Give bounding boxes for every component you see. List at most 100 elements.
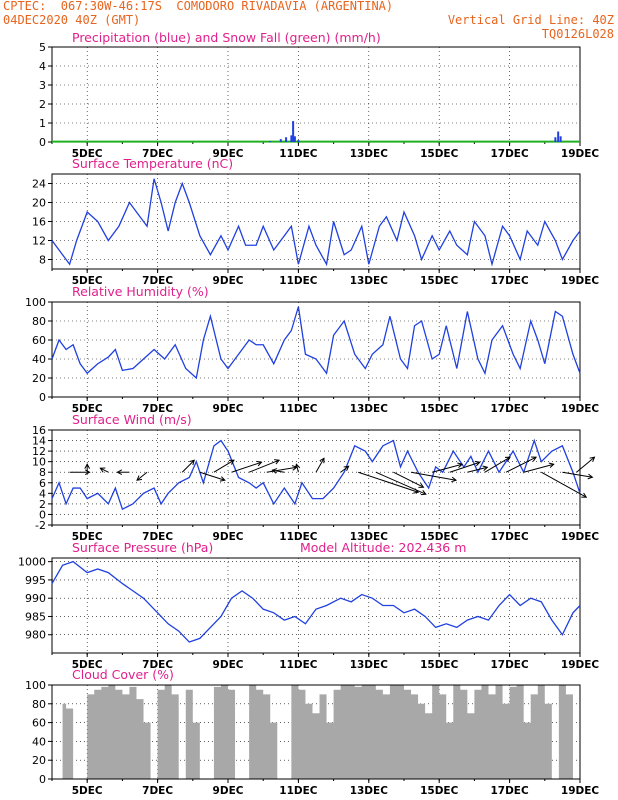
panel-frame-5	[51, 557, 581, 654]
run-date: 04DEC2020 40Z (GMT)	[3, 13, 141, 27]
y-tick-label: 14	[32, 435, 46, 448]
x-tick-label: 9DEC	[213, 531, 244, 543]
series-line-3	[51, 306, 581, 380]
y-tick-label: 20	[32, 197, 46, 210]
x-tick-label: 9DEC	[213, 403, 244, 415]
wind-vector-head	[319, 457, 325, 464]
precip-bar	[292, 121, 295, 142]
wind-vector-head	[482, 465, 489, 471]
wind-vector	[541, 471, 587, 498]
y-tick-label: 80	[32, 315, 46, 328]
panel-subtitle: Model Altitude: 202.436 m	[300, 540, 466, 555]
x-tick-label: 13DEC	[350, 148, 389, 160]
x-tick-label: 5DEC	[72, 659, 103, 671]
y-tick-label: 4	[39, 487, 46, 500]
x-tick-label: 11DEC	[279, 148, 318, 160]
panel-frame-overlay	[51, 684, 581, 780]
x-tick-label: 15DEC	[420, 531, 459, 543]
y-tick-label: 995	[25, 574, 46, 587]
y-tick-label: 12	[32, 445, 46, 458]
wind-vector-head	[474, 460, 481, 467]
cloud-cover-area	[52, 685, 580, 779]
wind-vector-head	[274, 459, 281, 465]
wind-vector-head	[99, 467, 106, 473]
x-tick-label: 15DEC	[420, 659, 459, 671]
wind-vector	[393, 471, 424, 488]
wind-vector	[136, 471, 148, 481]
wind-vector-head	[136, 475, 143, 481]
x-tick-label: 19DEC	[561, 785, 600, 797]
x-tick-label: 13DEC	[350, 659, 389, 671]
x-tick-label: 19DEC	[561, 403, 600, 415]
y-tick-label: 1000	[18, 556, 46, 569]
x-tick-label: 13DEC	[350, 531, 389, 543]
panel-title-4: Surface Wind (m/s)	[72, 412, 192, 427]
wind-vector	[467, 466, 488, 473]
wind-vector-head	[271, 468, 278, 474]
wind-vector	[484, 456, 511, 473]
y-tick-label: 10	[32, 456, 46, 469]
panel-title-1: Precipitation (blue) and Snow Fall (gree…	[72, 30, 381, 45]
x-tick-label: 19DEC	[561, 659, 600, 671]
x-tick-label: 9DEC	[213, 148, 244, 160]
wind-vector-head	[228, 459, 235, 465]
y-tick-label: 985	[25, 610, 46, 623]
y-tick-label: 8	[39, 466, 46, 479]
wind-vector	[576, 456, 595, 473]
model-id: TQ0126L028	[541, 27, 614, 41]
wind-vector-head	[418, 482, 425, 488]
y-tick-label: 3	[39, 79, 46, 92]
wind-vector-head	[457, 462, 464, 469]
x-tick-label: 11DEC	[279, 531, 318, 543]
precip-bar	[285, 137, 288, 142]
y-tick-label: 24	[32, 178, 46, 191]
x-tick-label: 15DEC	[420, 148, 459, 160]
wind-vector	[410, 471, 457, 481]
precip-bar	[297, 140, 300, 142]
x-tick-label: 7DEC	[142, 403, 173, 415]
wind-vector-head	[294, 463, 301, 470]
wind-vector	[199, 471, 225, 481]
y-tick-label: 0	[39, 773, 46, 786]
x-tick-label: 15DEC	[420, 785, 459, 797]
wind-vector	[375, 471, 427, 495]
y-tick-label: 4	[39, 60, 46, 73]
y-tick-label: 1	[39, 117, 46, 130]
x-tick-label: 15DEC	[420, 275, 459, 287]
x-tick-label: 11DEC	[279, 785, 318, 797]
wind-vector-head	[116, 469, 123, 476]
wind-vector-head	[256, 460, 263, 467]
precip-bar	[557, 131, 560, 142]
wind-vector-head	[451, 476, 458, 483]
y-tick-label: 12	[32, 235, 46, 248]
wind-vector	[505, 456, 537, 473]
y-tick-label: 60	[32, 717, 46, 730]
x-tick-label: 19DEC	[561, 531, 600, 543]
series-line-5	[51, 560, 581, 643]
wind-vector-head	[84, 469, 91, 476]
wind-vector	[358, 471, 419, 493]
y-tick-label: 0	[39, 136, 46, 149]
wind-vector-head	[589, 456, 596, 463]
y-tick-label: 5	[39, 41, 46, 54]
x-tick-label: 5DEC	[72, 531, 103, 543]
x-tick-label: 17DEC	[490, 785, 529, 797]
y-tick-label: 100	[25, 679, 46, 692]
wind-vector-head	[531, 456, 538, 462]
wind-vector	[340, 465, 349, 473]
x-tick-label: 13DEC	[350, 403, 389, 415]
panel-title-5: Surface Pressure (hPa)	[72, 540, 213, 555]
x-tick-label: 17DEC	[490, 659, 529, 671]
x-tick-label: 17DEC	[490, 148, 529, 160]
y-tick-label: 20	[32, 754, 46, 767]
wind-vector-head	[581, 492, 588, 498]
panel-title-3: Relative Humidity (%)	[72, 284, 209, 299]
precip-bar	[290, 135, 293, 142]
panel-frame-1	[51, 46, 581, 143]
x-tick-label: 17DEC	[490, 531, 529, 543]
wind-vector-head	[548, 462, 555, 469]
x-tick-label: 7DEC	[142, 148, 173, 160]
series-line-4	[51, 438, 581, 511]
precip-bar	[269, 141, 272, 142]
